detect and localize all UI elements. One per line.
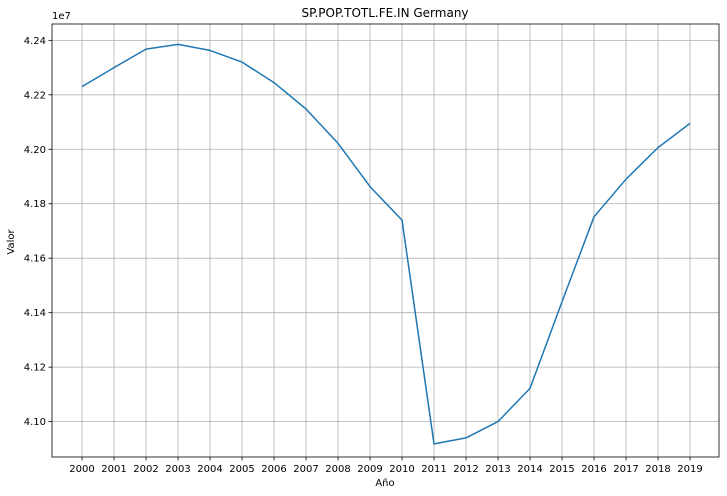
- y-tick-label: 4.20: [24, 145, 46, 156]
- x-tick-label: 2014: [517, 464, 542, 475]
- x-tick-label: 2019: [677, 464, 702, 475]
- y-axis-ticks: 4.10 4.12 4.14 4.16 4.18 4.20 4.22 4.24: [24, 36, 52, 428]
- y-tick-label: 4.12: [24, 363, 46, 374]
- x-tick-label: 2016: [581, 464, 606, 475]
- plot-frame: [51, 23, 720, 458]
- y-tick-label: 4.22: [24, 90, 46, 101]
- series-line: [81, 43, 691, 445]
- x-tick-label: 2013: [485, 464, 510, 475]
- x-tick-label: 2008: [325, 464, 350, 475]
- y-tick-label: 4.24: [24, 36, 46, 47]
- x-tick-label: 2001: [101, 464, 126, 475]
- x-tick-label: 2005: [229, 464, 254, 475]
- chart-title: SP.POP.TOTL.FE.IN Germany: [301, 6, 468, 20]
- y-tick-label: 4.16: [24, 254, 46, 265]
- x-tick-label: 2009: [357, 464, 382, 475]
- y-tick-label: 4.10: [24, 417, 46, 428]
- x-tick-label: 2012: [453, 464, 478, 475]
- x-axis-label: Año: [375, 478, 394, 489]
- x-tick-label: 2004: [197, 464, 222, 475]
- x-tick-label: 2007: [293, 464, 318, 475]
- x-tick-label: 2018: [645, 464, 670, 475]
- x-tick-label: 2006: [261, 464, 286, 475]
- y-tick-label: 4.18: [24, 199, 46, 210]
- y-offset-label: 1e7: [52, 11, 71, 22]
- x-tick-label: 2002: [133, 464, 158, 475]
- x-tick-label: 2017: [613, 464, 638, 475]
- x-axis-ticks: 2000 2001 2002 2003 2004 2005 2006 2007 2008 2009…: [69, 457, 703, 475]
- x-tick-label: 2010: [389, 464, 414, 475]
- y-axis-label: Valor: [6, 229, 17, 255]
- x-tick-label: 2011: [421, 464, 446, 475]
- grid-layer: [52, 24, 719, 457]
- x-tick-label: 2000: [69, 464, 94, 475]
- y-tick-label: 4.14: [24, 308, 46, 319]
- x-tick-label: 2003: [165, 464, 190, 475]
- x-tick-label: 2015: [549, 464, 574, 475]
